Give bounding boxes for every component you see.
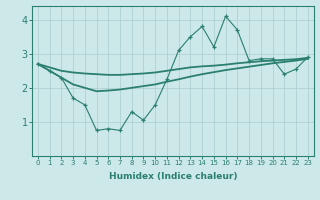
X-axis label: Humidex (Indice chaleur): Humidex (Indice chaleur) (108, 172, 237, 181)
